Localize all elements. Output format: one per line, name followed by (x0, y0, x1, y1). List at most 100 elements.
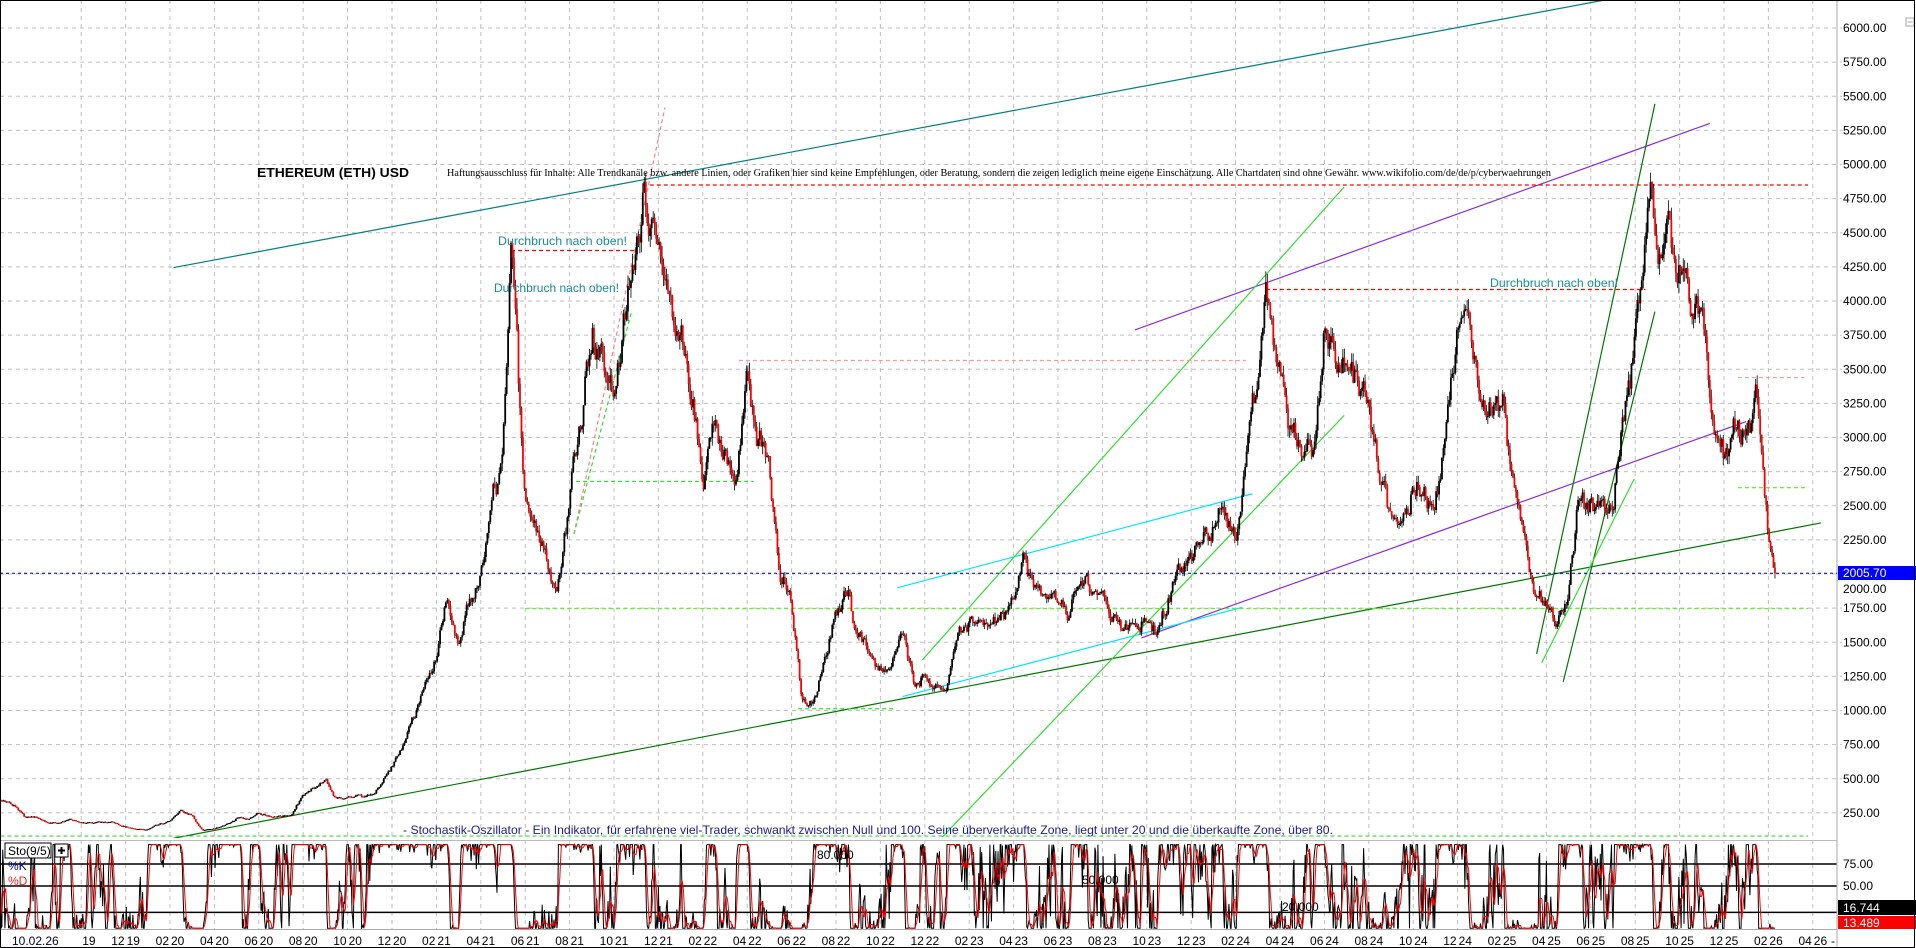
candle-body (357, 794, 360, 796)
x-tick-year: 22 (837, 934, 851, 948)
x-tick-month: 04 (1532, 934, 1546, 948)
candle-body (767, 455, 770, 457)
candle-body (1602, 498, 1605, 500)
candle-body (1161, 611, 1164, 626)
candle-body (689, 384, 691, 400)
candle-body (1609, 504, 1612, 507)
candle-body (4, 800, 6, 802)
candle-body (160, 823, 163, 825)
candle-body (1338, 364, 1341, 369)
candle-body (1768, 529, 1771, 542)
candle-body (1057, 602, 1060, 604)
candle-body (792, 614, 795, 631)
candle-body (1433, 508, 1436, 510)
candle-body (403, 742, 406, 746)
candle-body (1679, 265, 1682, 275)
candle-body (1282, 374, 1285, 387)
candle-body (547, 559, 550, 570)
candle-body (664, 274, 666, 281)
candle-body (1148, 621, 1150, 623)
candle-body (1392, 516, 1395, 518)
candle-body (1722, 438, 1725, 459)
candle-body (1393, 517, 1396, 519)
candle-body (1315, 430, 1318, 442)
candle-body (1309, 440, 1312, 445)
candle-body (470, 598, 472, 602)
candle-body (1466, 309, 1468, 311)
stochastic-level-80-text: 80.000 (817, 848, 854, 862)
candle-body (1741, 430, 1744, 445)
candle-body (249, 817, 252, 819)
annotation-breakout-3: Durchbruch nach oben! (1490, 276, 1618, 290)
candle-body (1711, 412, 1714, 422)
candle-body (248, 818, 250, 820)
stochastic-level-50-text: 50.000 (1082, 873, 1119, 887)
candle-body (776, 530, 779, 553)
candle-body (1549, 608, 1551, 611)
candle-body (425, 679, 428, 683)
candle-body (168, 821, 171, 823)
x-tick-year: 22 (926, 934, 940, 948)
candle-body (615, 385, 618, 394)
x-tick-month: 10 (1132, 934, 1146, 948)
candle-body (949, 667, 952, 675)
candle-body (888, 668, 891, 670)
collapse-icon[interactable] (1905, 17, 1915, 27)
candle-body (1584, 508, 1587, 510)
candle-body (456, 635, 459, 644)
candle-body (29, 816, 31, 818)
candle-body (1417, 481, 1420, 488)
candle-body (647, 223, 650, 236)
x-tick-year: 23 (1148, 934, 1162, 948)
candle-body (837, 608, 840, 616)
candle-body (723, 449, 726, 460)
candle-body (1247, 435, 1249, 452)
candle-body (54, 822, 57, 824)
expand-plus-icon[interactable] (54, 843, 69, 858)
candle-body (496, 483, 499, 495)
candle-body (686, 354, 689, 365)
candle-body (245, 818, 247, 820)
candle-body (485, 543, 487, 558)
stochastic-label-box[interactable] (4, 842, 52, 859)
candle-body (834, 611, 837, 620)
candle-body (1708, 380, 1711, 398)
candle-body (514, 287, 517, 309)
candle-body (325, 779, 328, 781)
candle-body (715, 420, 718, 425)
candle-body (17, 807, 20, 811)
candle-body (1713, 421, 1716, 435)
candle-body (1488, 402, 1491, 417)
candle-body (542, 541, 545, 550)
candle-body (881, 668, 884, 672)
x-tick-year: 19 (82, 934, 96, 948)
candle-body (1071, 599, 1073, 612)
candle-body (1765, 495, 1768, 505)
candle-body (1614, 483, 1617, 510)
candle-body (1467, 309, 1470, 313)
trendline (1134, 122, 1711, 331)
candle-body (1171, 581, 1174, 593)
candle-body (279, 815, 282, 817)
candle-body (264, 814, 267, 816)
trendline (1541, 478, 1635, 663)
candle-body (276, 816, 279, 818)
candle-body (1759, 416, 1762, 435)
candle-body (982, 620, 985, 625)
candle-body (871, 654, 874, 659)
candle-body (1663, 243, 1665, 255)
candle-body (92, 822, 95, 824)
candle-body (1550, 608, 1553, 610)
candle-body (772, 499, 774, 507)
candle-body (440, 625, 443, 631)
candle-body (548, 569, 551, 572)
candle-body (1257, 376, 1260, 390)
candle-body (1414, 490, 1417, 496)
candle-body (218, 827, 221, 829)
candle-body (763, 441, 766, 444)
candle-body (1296, 438, 1298, 447)
x-tick-month: 02 (1488, 934, 1502, 948)
candle-body (365, 795, 367, 797)
candle-body (1088, 584, 1091, 593)
candle-body (573, 453, 576, 457)
